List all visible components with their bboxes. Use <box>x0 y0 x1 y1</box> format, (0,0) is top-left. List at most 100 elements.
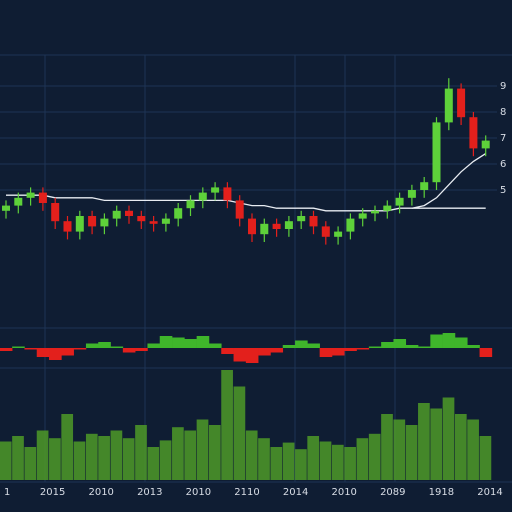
candle-body <box>358 213 367 219</box>
candle-body <box>371 210 379 214</box>
vertical-grid <box>0 54 512 483</box>
candle-body <box>186 200 195 209</box>
volume-bar <box>184 430 197 480</box>
volume-bar <box>307 436 320 480</box>
oscillator-bar <box>418 346 431 348</box>
oscillator-bar <box>393 339 407 348</box>
candle-body <box>444 88 453 123</box>
oscillator-bar <box>110 346 124 348</box>
x-tick-label: 2010 <box>186 487 211 498</box>
oscillator-bar <box>49 348 62 360</box>
candle-body <box>260 223 269 235</box>
volume-bar <box>418 403 430 480</box>
oscillator-bar <box>295 340 308 348</box>
volume-bar <box>368 433 381 480</box>
oscillator-bar <box>208 343 222 348</box>
oscillator-bar <box>85 343 99 348</box>
volume-bar <box>196 419 209 480</box>
x-tick-label: 2089 <box>380 487 405 498</box>
oscillator-bar <box>135 348 148 351</box>
volume-bar <box>221 370 233 480</box>
candle-body <box>38 192 47 203</box>
x-tick-label: 2014 <box>477 487 502 498</box>
volume-bar <box>454 414 467 480</box>
x-tick-label: 1 <box>4 487 10 498</box>
oscillator-bar <box>196 336 210 348</box>
x-tick-label: 2013 <box>137 487 162 498</box>
oscillator-bar <box>381 342 394 348</box>
candle-body <box>420 182 429 190</box>
volume-bar <box>0 441 12 480</box>
x-tick-label: 2010 <box>88 487 113 498</box>
oscillator-bar <box>344 348 357 351</box>
candle-body <box>51 203 60 222</box>
oscillator-bar <box>184 339 197 348</box>
volume-bar <box>442 397 455 480</box>
oscillator-bar <box>36 348 50 357</box>
oscillator-bar <box>430 334 443 348</box>
y-tick-label: 9 <box>500 81 506 92</box>
candle-body <box>174 208 183 219</box>
volume-bar <box>270 447 283 480</box>
oscillator-bar <box>270 348 284 353</box>
volume-bar <box>208 425 221 480</box>
volume-bar <box>344 447 356 480</box>
candle-body <box>149 221 158 224</box>
oscillator-bar <box>172 337 185 348</box>
candle-body <box>14 197 23 206</box>
oscillator-bar <box>454 337 468 348</box>
volume-bar <box>479 436 492 480</box>
volume-bar <box>430 408 443 480</box>
oscillator-bar <box>122 348 136 353</box>
candle-body <box>395 197 404 206</box>
candle-body <box>481 140 490 149</box>
oscillator-bar <box>258 348 271 356</box>
oscillator-bar <box>368 346 382 348</box>
candle-body <box>383 205 392 211</box>
candle-body <box>100 218 109 227</box>
candle-body <box>223 187 232 201</box>
volume-bar <box>381 414 393 480</box>
candle-body <box>125 210 133 216</box>
oscillator-bar <box>405 345 419 348</box>
volume-bar <box>467 419 479 480</box>
volume-bar <box>159 440 172 480</box>
oscillator-bar <box>12 346 25 348</box>
volume-bar <box>122 438 135 480</box>
volume-bar <box>98 436 110 480</box>
candle-body <box>284 221 293 229</box>
y-tick-label: 6 <box>500 159 506 170</box>
candle-body <box>457 88 466 118</box>
y-tick-label: 8 <box>500 107 506 118</box>
volume-bar <box>405 425 418 480</box>
volume-bar <box>110 430 123 480</box>
oscillator-bar <box>307 343 320 348</box>
oscillator-bar <box>221 348 234 354</box>
volume-bar <box>356 438 369 480</box>
x-tick-label: 2015 <box>40 487 65 498</box>
volume-bar <box>331 444 344 480</box>
volume-bar <box>85 433 98 480</box>
candle-body <box>88 216 97 227</box>
candle-body <box>26 192 35 198</box>
oscillator-bar <box>147 343 161 348</box>
candle-body <box>75 216 84 232</box>
candle-body <box>297 216 306 222</box>
y-tick-label: 5 <box>500 185 506 196</box>
candle-body <box>346 218 355 232</box>
x-tick-label: 2110 <box>234 487 259 498</box>
oscillator-bar <box>73 348 87 350</box>
oscillator-bar <box>282 345 296 348</box>
candle-body <box>272 223 281 229</box>
candle-body <box>137 216 146 222</box>
y-tick-label: 7 <box>500 133 506 144</box>
moving-average-line <box>6 153 487 212</box>
oscillator-bar <box>245 348 259 363</box>
candle-body <box>321 226 330 237</box>
volume-bar <box>24 447 37 480</box>
oscillator-bar <box>233 348 247 362</box>
oscillator-bar <box>356 348 370 350</box>
candle-body <box>309 216 318 227</box>
